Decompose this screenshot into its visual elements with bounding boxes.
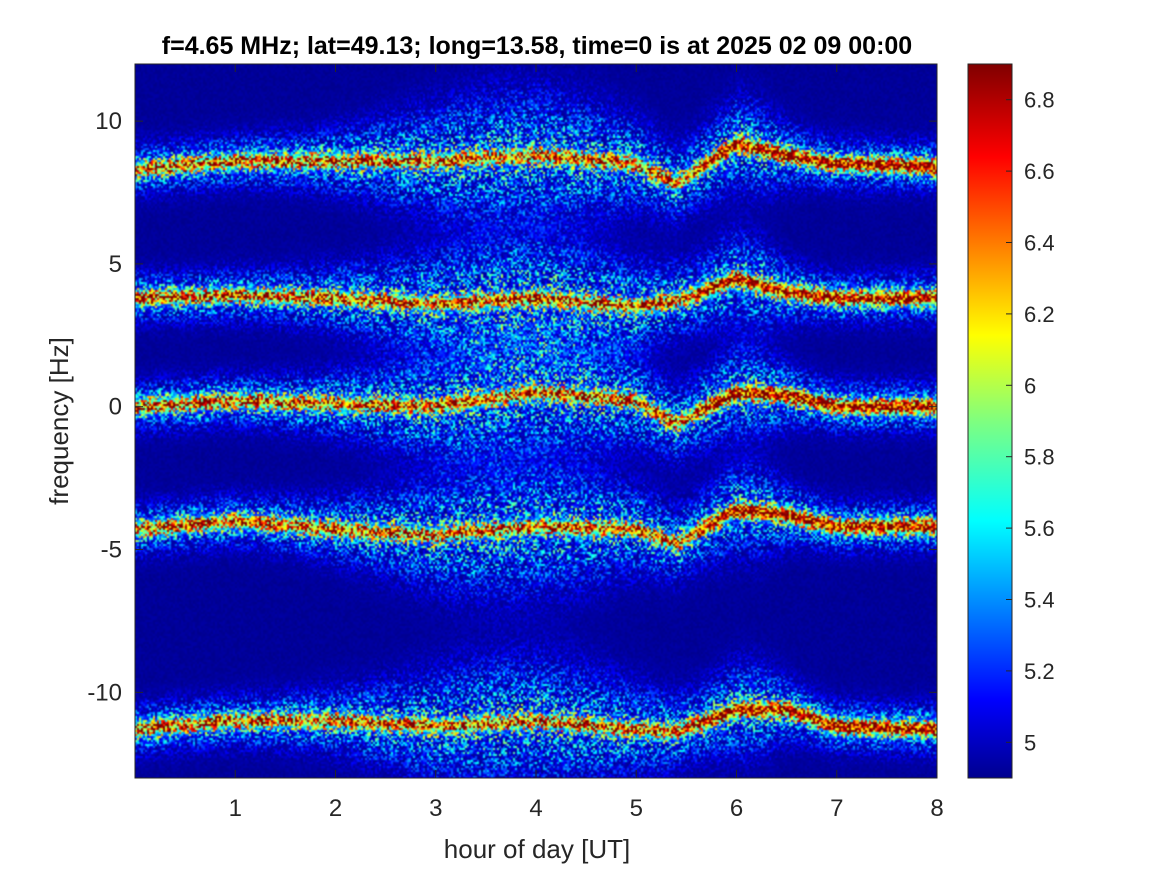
x-tick-label: 1: [229, 795, 242, 822]
x-tick-label: 5: [630, 795, 643, 822]
colorbar: [967, 63, 1013, 779]
colorbar-tick-label: 6.2: [1024, 302, 1055, 327]
y-tick-label: 10: [95, 108, 122, 135]
colorbar-tick-label: 5.4: [1024, 588, 1055, 613]
y-tick-label: 0: [109, 394, 122, 421]
colorbar-tick-label: 6.4: [1024, 231, 1055, 256]
y-tick-label: -5: [101, 537, 122, 564]
y-axis-label: frequency [Hz]: [44, 337, 74, 505]
x-axis-label: hour of day [UT]: [444, 834, 630, 864]
colorbar-tick-label: 5: [1024, 730, 1036, 755]
colorbar-tick-label: 6: [1024, 373, 1036, 398]
colorbar-tick-label: 6.8: [1024, 88, 1055, 113]
x-axis-ticks: 1 2 3 4 5 6 7 8: [229, 64, 944, 822]
colorbar-tick-label: 6.6: [1024, 159, 1055, 184]
y-axis-ticks: -10 -5 0 5 10: [87, 108, 937, 706]
x-tick-label: 2: [329, 795, 342, 822]
colorbar-tick-label: 5.2: [1024, 659, 1055, 684]
x-tick-label: 6: [730, 795, 743, 822]
x-tick-label: 4: [529, 795, 542, 822]
heatmap-image: [135, 64, 937, 778]
chart-title: f=4.65 MHz; lat=49.13; long=13.58, time=…: [162, 32, 912, 60]
y-tick-label: -10: [87, 679, 122, 706]
y-tick-label: 5: [109, 251, 122, 278]
x-tick-label: 8: [930, 795, 943, 822]
colorbar-ticks: 5 5.2 5.4 5.6 5.8 6 6.2 6.4 6.6 6.8: [1006, 88, 1055, 755]
colorbar-tick-label: 5.6: [1024, 516, 1055, 541]
x-tick-label: 3: [429, 795, 442, 822]
colorbar-tick-label: 5.8: [1024, 445, 1055, 470]
x-tick-label: 7: [830, 795, 843, 822]
